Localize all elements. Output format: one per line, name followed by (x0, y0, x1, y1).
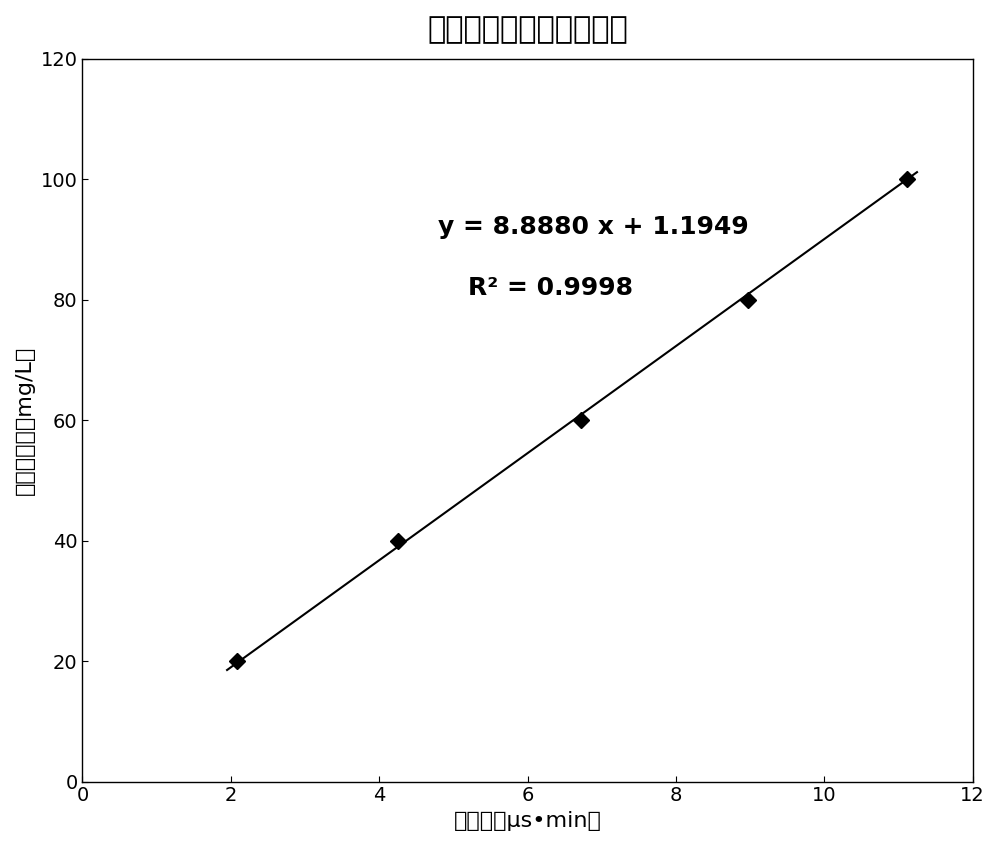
X-axis label: 峰面积（μs•min）: 峰面积（μs•min） (454, 811, 601, 831)
Text: y = 8.8880 x + 1.1949: y = 8.8880 x + 1.1949 (438, 216, 749, 239)
Text: R² = 0.9998: R² = 0.9998 (468, 276, 633, 299)
Y-axis label: 确酸根浓度（mg/L）: 确酸根浓度（mg/L） (15, 345, 35, 495)
Title: 确酸根离子色谱标准曲线: 确酸根离子色谱标准曲线 (427, 15, 628, 44)
